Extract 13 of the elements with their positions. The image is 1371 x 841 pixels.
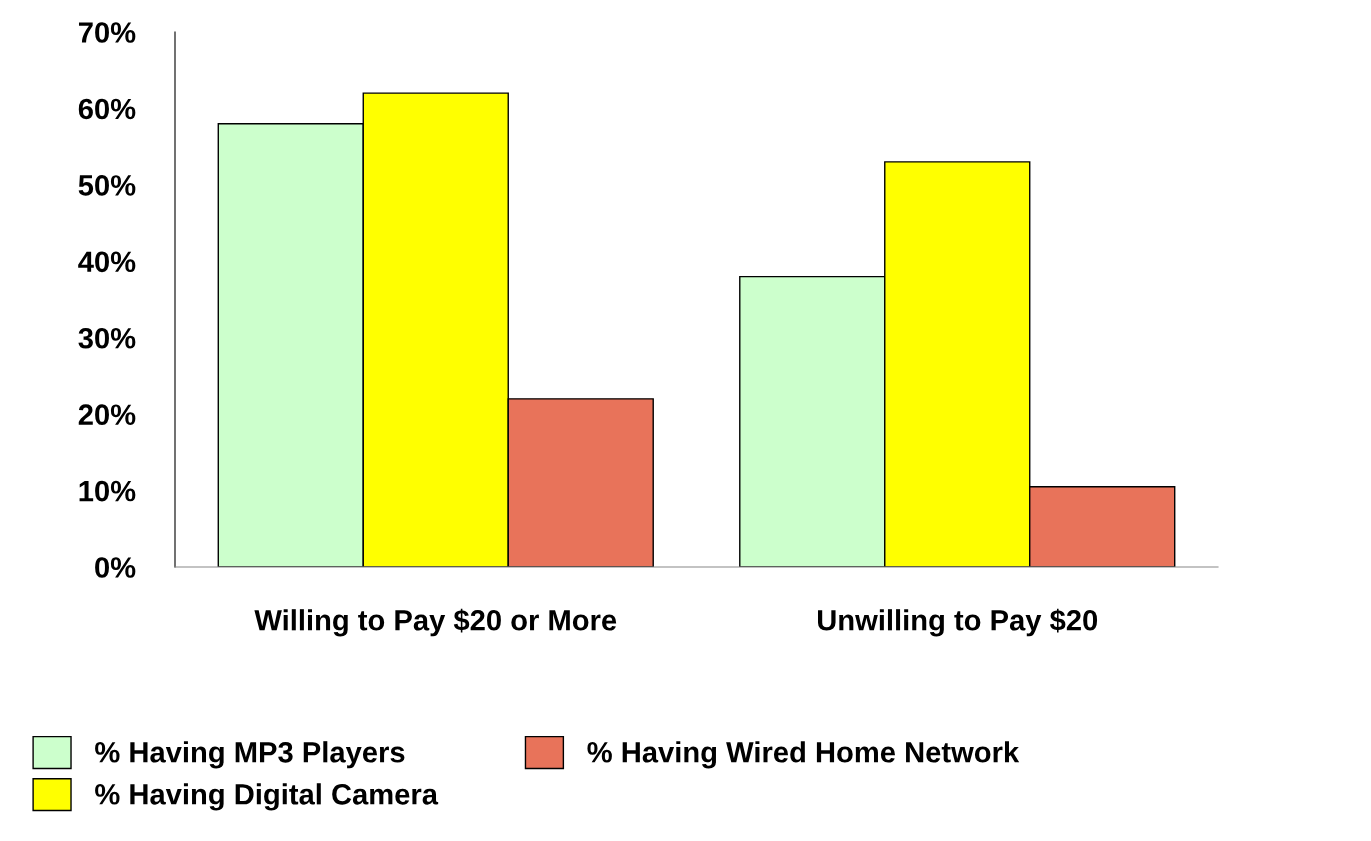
legend-label: % Having MP3 Players	[95, 741, 405, 769]
x-tick-label: Unwilling to Pay $20	[818, 608, 1098, 637]
y-tick-label: 20%	[78, 404, 136, 425]
y-tick-label: 30%	[78, 327, 136, 349]
legend-label: % Having Wired Home Network	[587, 741, 1020, 769]
y-tick-label: 60%	[78, 98, 136, 120]
y-tick-label: 40%	[78, 251, 136, 273]
y-tick-label: 10%	[79, 480, 136, 502]
y-tick-label: 50%	[78, 175, 136, 196]
x-tick-label: Willing to Pay $20 or More	[254, 608, 617, 637]
y-tick-label: 0%	[95, 557, 136, 578]
y-tick-label: 70%	[78, 22, 136, 43]
legend-label: % Having Digital Camera	[95, 783, 439, 811]
